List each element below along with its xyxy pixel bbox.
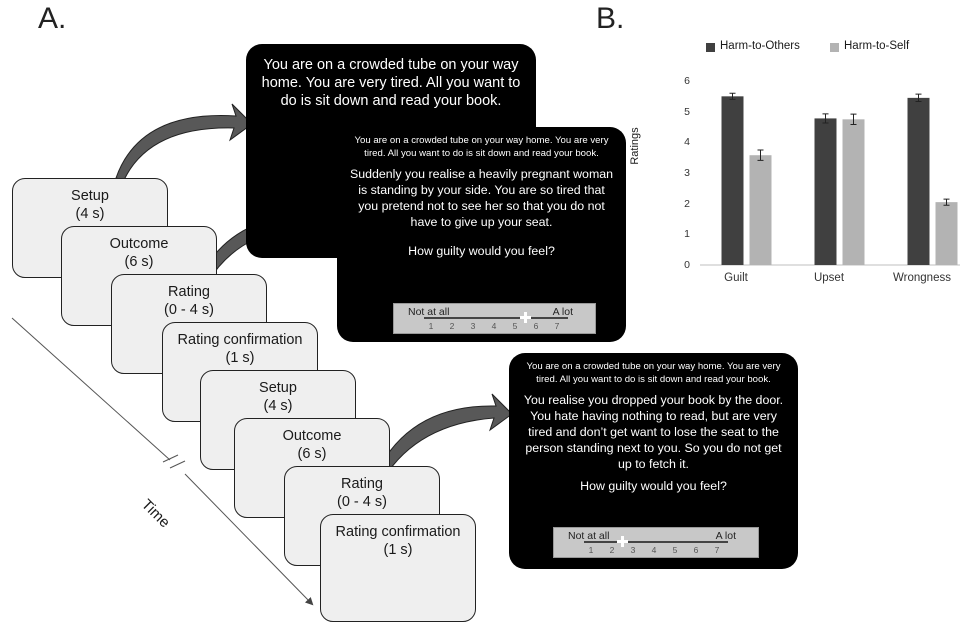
- scale-tick: 7: [714, 545, 720, 555]
- scale-tick: 1: [428, 321, 434, 331]
- card-duration: (0 - 4 s): [337, 494, 387, 510]
- card-duration: (6 s): [124, 254, 154, 270]
- card-title: Outcome: [282, 428, 342, 444]
- scale-low-label: Not at all: [568, 530, 610, 542]
- card-title: Rating confirmation: [335, 524, 461, 540]
- scale-tick: 6: [693, 545, 699, 555]
- bar-harm-to-self-upset: [842, 119, 865, 265]
- card-title: Rating: [168, 284, 210, 300]
- rating-screen: You are on a crowded tube on your way ho…: [337, 127, 626, 342]
- scale-tick: 7: [554, 321, 560, 331]
- error-bar: [943, 198, 950, 206]
- y-tick-label: 5: [684, 106, 690, 118]
- scale-tick: 4: [651, 545, 657, 555]
- card-title: Rating confirmation: [177, 332, 303, 348]
- scale-cursor[interactable]: [617, 536, 628, 547]
- bar-harm-to-others-guilt: [721, 96, 744, 265]
- scale-tick: 2: [609, 545, 615, 555]
- y-tick-label: 0: [684, 259, 690, 271]
- panel-b-label: B.: [596, 2, 625, 35]
- card-duration: (6 s): [297, 446, 327, 462]
- bar-harm-to-self-wrongness: [935, 202, 958, 265]
- rating-screen: You are on a crowded tube on your way ho…: [509, 353, 798, 569]
- error-bar: [850, 113, 857, 126]
- category-label: Guilt: [724, 272, 748, 284]
- scale-tick: 3: [630, 545, 636, 555]
- scale-tick: 2: [449, 321, 455, 331]
- scale-tick: 1: [588, 545, 594, 555]
- card-duration: (1 s): [383, 542, 413, 558]
- scale-track: [584, 541, 728, 543]
- scale-tick: 5: [672, 545, 678, 555]
- category-label: Wrongness: [893, 272, 951, 284]
- panel-a-label: A.: [38, 2, 67, 35]
- scale-high-label: A lot: [552, 306, 573, 318]
- y-tick-label: 2: [684, 198, 690, 210]
- scale-track: [424, 317, 568, 319]
- bar-harm-to-others-wrongness: [907, 97, 930, 265]
- legend-swatch-others: [706, 43, 715, 52]
- bar-harm-to-others-upset: [814, 118, 837, 265]
- card-title: Setup: [71, 188, 109, 204]
- category-label: Upset: [813, 272, 845, 284]
- y-tick-label: 6: [684, 75, 690, 87]
- rating-scale[interactable]: Not at all A lot 1 2 3 4 5 6 7: [393, 303, 596, 334]
- setup-text: You are on a crowded tube on your way ho…: [526, 361, 781, 385]
- card-duration: (4 s): [75, 206, 105, 222]
- y-tick-label: 4: [684, 136, 690, 148]
- chart-legend: Harm-to-Others Harm-to-Self: [706, 40, 956, 56]
- error-bar: [729, 92, 736, 100]
- time-axis: [11, 317, 314, 606]
- rating-question: How guilty would you feel?: [408, 244, 555, 258]
- scale-tick: 6: [533, 321, 539, 331]
- legend-label: Harm-to-Self: [844, 40, 910, 52]
- timeline-card: Rating confirmation (1 s): [320, 514, 476, 622]
- scale-high-label: A lot: [715, 530, 736, 542]
- legend-swatch-self: [830, 43, 839, 52]
- rating-scale[interactable]: Not at all A lot 1 2 3 4 5 6 7: [553, 527, 759, 558]
- card-duration: (1 s): [225, 350, 255, 366]
- card-title: Rating: [341, 476, 383, 492]
- outcome-text: You realise you dropped your book by the…: [523, 393, 784, 471]
- card-title: Outcome: [109, 236, 169, 252]
- rating-question: How guilty would you feel?: [580, 479, 727, 493]
- bar-harm-to-self-guilt: [749, 155, 772, 265]
- y-tick-label: 1: [684, 228, 690, 240]
- card-duration: (4 s): [263, 398, 293, 414]
- scale-tick: 3: [470, 321, 476, 331]
- y-tick-label: 3: [684, 167, 690, 179]
- scale-tick: 5: [512, 321, 518, 331]
- scale-tick: 4: [491, 321, 497, 331]
- card-duration: (0 - 4 s): [164, 302, 214, 318]
- setup-text: You are on a crowded tube on your way ho…: [261, 57, 521, 109]
- legend-label: Harm-to-Others: [720, 40, 800, 52]
- error-bar: [757, 149, 764, 161]
- card-title: Setup: [259, 380, 297, 396]
- error-bar: [915, 93, 922, 103]
- outcome-text: Suddenly you realise a heavily pregnant …: [349, 167, 614, 229]
- scale-cursor[interactable]: [520, 312, 531, 323]
- error-bar: [822, 113, 829, 124]
- setup-text: You are on a crowded tube on your way ho…: [354, 135, 609, 159]
- scale-low-label: Not at all: [408, 306, 450, 318]
